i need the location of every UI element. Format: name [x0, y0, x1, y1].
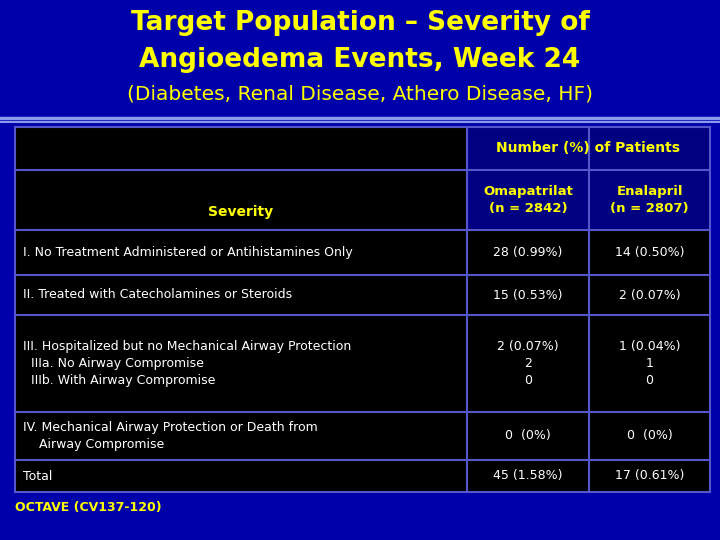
- Text: OCTAVE (CV137-120): OCTAVE (CV137-120): [15, 502, 161, 515]
- Text: 0  (0%): 0 (0%): [626, 429, 672, 442]
- Text: 28 (0.99%): 28 (0.99%): [493, 246, 563, 259]
- Text: Omapatrilat
(n = 2842): Omapatrilat (n = 2842): [483, 185, 573, 215]
- Text: Severity: Severity: [208, 205, 274, 219]
- Text: 45 (1.58%): 45 (1.58%): [493, 469, 563, 483]
- Text: I. No Treatment Administered or Antihistamines Only: I. No Treatment Administered or Antihist…: [23, 246, 353, 259]
- Text: 2 (0.07%): 2 (0.07%): [618, 288, 680, 301]
- Bar: [15, 127, 710, 492]
- Text: Enalapril
(n = 2807): Enalapril (n = 2807): [610, 185, 689, 215]
- Text: 15 (0.53%): 15 (0.53%): [493, 288, 563, 301]
- Text: Angioedema Events, Week 24: Angioedema Events, Week 24: [140, 47, 580, 73]
- Bar: [467, 170, 710, 230]
- Text: Number (%) of Patients: Number (%) of Patients: [497, 141, 680, 156]
- Text: (Diabetes, Renal Disease, Athero Disease, HF): (Diabetes, Renal Disease, Athero Disease…: [127, 85, 593, 104]
- Text: Target Population – Severity of: Target Population – Severity of: [130, 10, 590, 36]
- Text: 0  (0%): 0 (0%): [505, 429, 551, 442]
- Text: III. Hospitalized but no Mechanical Airway Protection
  IIIa. No Airway Compromi: III. Hospitalized but no Mechanical Airw…: [23, 340, 351, 387]
- Text: II. Treated with Catecholamines or Steroids: II. Treated with Catecholamines or Stero…: [23, 288, 292, 301]
- Text: 1 (0.04%)
1
0: 1 (0.04%) 1 0: [618, 340, 680, 387]
- Bar: [467, 127, 710, 170]
- Text: 14 (0.50%): 14 (0.50%): [615, 246, 684, 259]
- Text: Total: Total: [23, 469, 53, 483]
- Text: 17 (0.61%): 17 (0.61%): [615, 469, 684, 483]
- Text: IV. Mechanical Airway Protection or Death from
    Airway Compromise: IV. Mechanical Airway Protection or Deat…: [23, 421, 318, 451]
- Text: 2 (0.07%)
2
0: 2 (0.07%) 2 0: [498, 340, 559, 387]
